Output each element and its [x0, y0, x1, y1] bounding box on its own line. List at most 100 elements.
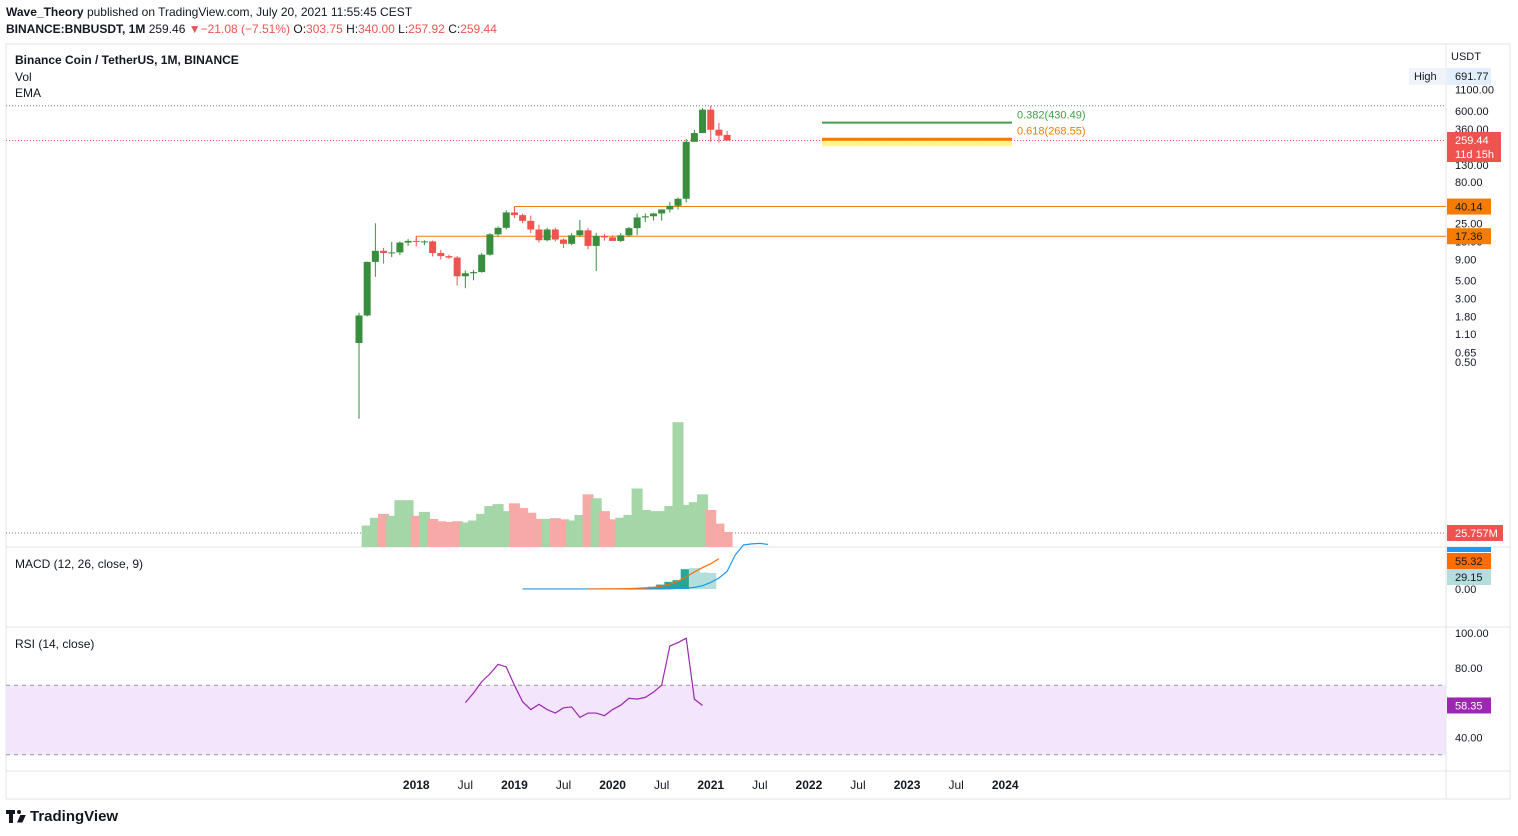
- macd-histogram-bar: [656, 584, 668, 589]
- candle-body: [560, 239, 567, 244]
- fib-zone: [822, 140, 1012, 147]
- candle-body: [502, 212, 510, 228]
- x-tick-label: 2018: [403, 778, 430, 792]
- volume-bar: [607, 519, 619, 547]
- candle-body: [568, 235, 576, 244]
- y-tick-label: 1100.00: [1455, 84, 1494, 96]
- volume-bar: [500, 511, 512, 547]
- last-price-badge-bg: [1447, 132, 1501, 162]
- candle-body: [658, 209, 666, 214]
- open-label: O:: [293, 22, 307, 36]
- macd-histogram-bar: [672, 580, 684, 589]
- high-badge-label: High: [1414, 71, 1437, 83]
- candle-body: [715, 129, 723, 136]
- volume-bar: [541, 518, 553, 547]
- close-value: 259.44: [460, 22, 497, 36]
- high-value: 340.00: [358, 22, 395, 36]
- ohlc-line: BINANCE:BNBUSDT, 1M 259.46 ▼−21.08 (−7.5…: [6, 22, 497, 36]
- volume-bar: [525, 512, 537, 547]
- candle-body: [445, 256, 453, 258]
- candle-body: [429, 241, 437, 254]
- candle-body: [494, 227, 502, 235]
- volume-bar: [558, 519, 569, 547]
- candle-body: [388, 252, 396, 254]
- volume-bar: [615, 517, 627, 547]
- legend-entry: EMA: [15, 86, 41, 100]
- volume-bar: [672, 422, 684, 547]
- x-tick-label: 2021: [697, 778, 724, 792]
- volume-bar: [713, 523, 725, 547]
- volume-bar: [418, 511, 430, 547]
- candle-body: [649, 213, 657, 217]
- volume-bar: [697, 494, 709, 547]
- candle-body: [674, 198, 682, 206]
- candle-body: [699, 109, 707, 134]
- low-label: L:: [398, 22, 409, 36]
- volume-bar: [705, 509, 717, 547]
- candle-body: [412, 240, 420, 242]
- high-label: H:: [346, 22, 359, 36]
- rsi-band: [6, 685, 1446, 755]
- down-arrow-icon: ▼: [188, 22, 201, 36]
- x-tick-label: Jul: [556, 778, 571, 792]
- symbol-label: BINANCE:BNBUSDT, 1M: [6, 22, 146, 36]
- candle-body: [535, 229, 543, 241]
- x-tick-label: Jul: [752, 778, 767, 792]
- candle-body: [461, 273, 469, 277]
- y-tick-label: 1.80: [1455, 311, 1476, 323]
- candle-body: [396, 242, 404, 253]
- rsi-y-tick: 100.00: [1455, 628, 1489, 640]
- x-tick-label: Jul: [850, 778, 865, 792]
- level-badge: 40.14: [1455, 202, 1483, 214]
- macd-title: MACD (12, 26, close, 9): [15, 557, 143, 571]
- volume-bar: [549, 518, 561, 547]
- volume-bar: [533, 518, 545, 547]
- chart-canvas[interactable]: Binance Coin / TetherUS, 1M, BINANCE Vol E…: [0, 0, 1518, 800]
- low-value: 257.92: [408, 22, 445, 36]
- x-tick-label: Jul: [458, 778, 473, 792]
- volume-bar: [639, 509, 651, 547]
- signal-line: [588, 558, 720, 590]
- countdown-badge: 11d 15h: [1455, 149, 1494, 161]
- high-badge-value: 691.77: [1455, 71, 1489, 83]
- y-tick-label: 5.00: [1455, 275, 1476, 287]
- volume-bar: [468, 520, 480, 547]
- level-badge: 17.36: [1455, 231, 1483, 243]
- volume-bar: [394, 500, 406, 547]
- volume-bar: [361, 525, 373, 547]
- volume-bar: [508, 503, 520, 547]
- y-tick-label: 600.00: [1455, 106, 1489, 118]
- candle-body: [486, 234, 494, 255]
- candle-body: [355, 315, 363, 343]
- price-change: −21.08 (−7.51%): [200, 22, 291, 36]
- volume-badge-bg: [1447, 525, 1503, 541]
- candle-body: [519, 215, 527, 221]
- x-tick-label: 2019: [501, 778, 528, 792]
- y-tick-label: 80.00: [1455, 177, 1483, 189]
- rsi-badge-bg: [1447, 697, 1491, 714]
- legend-entry: Vol: [15, 70, 32, 84]
- hist-badge-bg: [1447, 569, 1491, 585]
- macd-badge-bg: [1447, 547, 1491, 552]
- signal-badge-bg: [1447, 553, 1491, 569]
- author-name[interactable]: Wave_Theory: [6, 5, 84, 19]
- y-tick-label: 0.50: [1455, 357, 1476, 369]
- rsi-y-tick: 80.00: [1455, 663, 1483, 675]
- volume-bar: [443, 522, 455, 547]
- candle-body: [380, 250, 388, 254]
- x-tick-label: 2020: [599, 778, 626, 792]
- y-tick-label: 1.10: [1455, 329, 1476, 341]
- volume-bar: [427, 518, 439, 547]
- volume-bar: [664, 506, 676, 547]
- candle-body: [723, 134, 731, 141]
- candle-body: [707, 109, 715, 130]
- volume-bar: [369, 517, 381, 547]
- candle-body: [600, 235, 608, 238]
- x-tick-label: Jul: [654, 778, 669, 792]
- macd-line: [522, 542, 769, 590]
- x-tick-label: 2024: [992, 778, 1019, 792]
- signal-badge: 55.32: [1455, 556, 1483, 568]
- tradingview-brand[interactable]: TradingView: [30, 808, 119, 825]
- candle-body: [470, 272, 478, 274]
- candle-body: [584, 230, 592, 246]
